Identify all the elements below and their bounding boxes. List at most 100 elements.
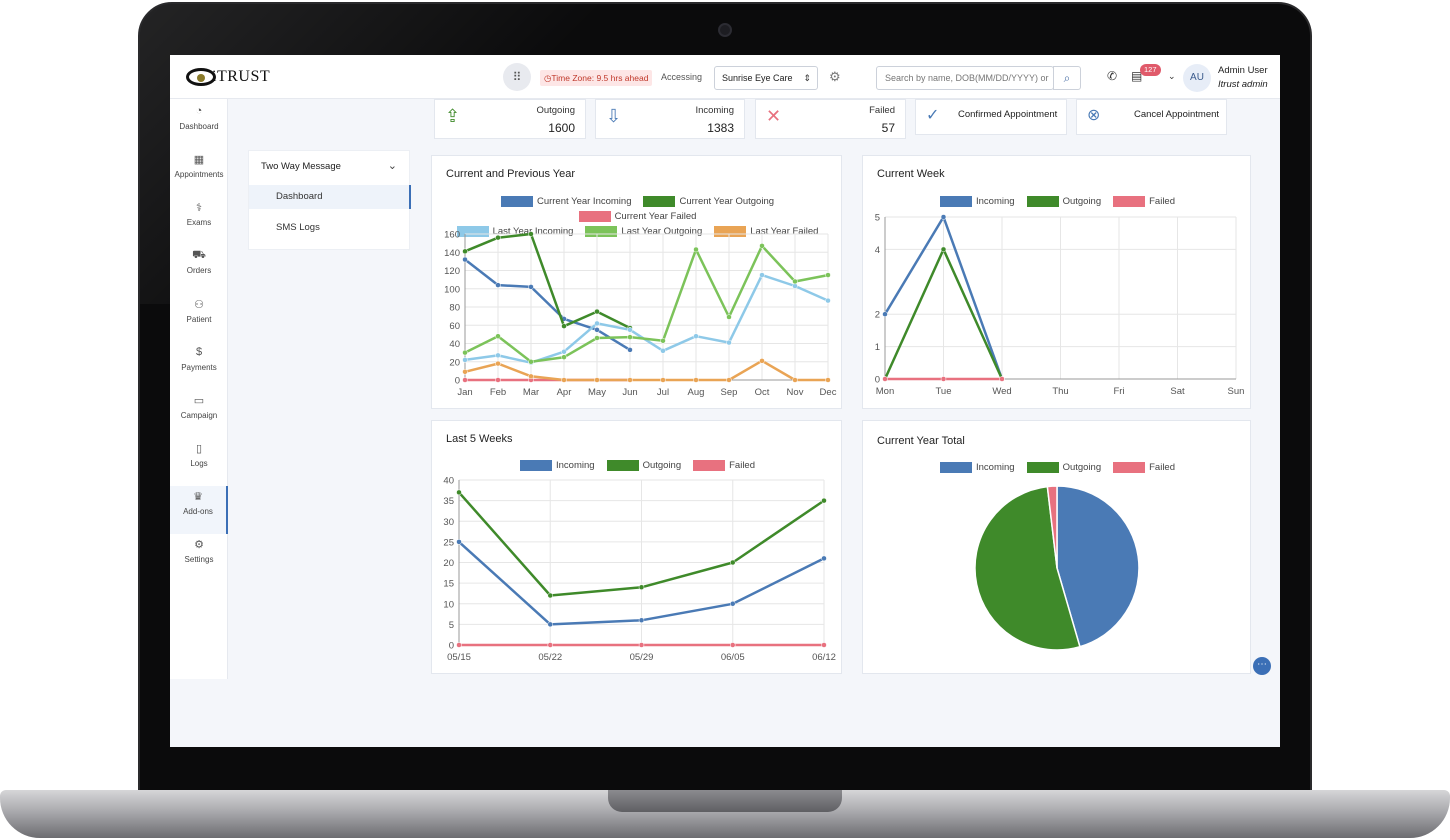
data-point[interactable]: [638, 642, 645, 648]
data-point[interactable]: [726, 377, 732, 383]
data-point[interactable]: [561, 354, 567, 360]
data-point[interactable]: [759, 272, 765, 278]
data-point[interactable]: [693, 377, 699, 383]
sidebar-item-logs[interactable]: ▯ Logs: [170, 438, 228, 486]
legend-item[interactable]: Incoming: [940, 462, 1015, 473]
legend-item[interactable]: Last Year Failed: [714, 226, 818, 237]
data-point[interactable]: [495, 333, 501, 339]
data-point[interactable]: [627, 327, 633, 333]
data-point[interactable]: [547, 642, 553, 648]
data-point[interactable]: [759, 243, 765, 249]
data-point[interactable]: [730, 559, 736, 566]
data-point[interactable]: [495, 234, 501, 241]
data-point[interactable]: [528, 231, 534, 237]
data-point[interactable]: [456, 539, 462, 545]
data-point[interactable]: [730, 601, 736, 607]
pie-slice[interactable]: [1056, 485, 1140, 648]
sidebar-item-settings[interactable]: ⚙ Settings: [170, 534, 228, 582]
data-point[interactable]: [693, 246, 699, 253]
legend-item[interactable]: Incoming: [520, 460, 595, 471]
data-point[interactable]: [726, 314, 732, 320]
chevron-down-icon[interactable]: ⌄: [387, 160, 397, 172]
apps-grid-button[interactable]: ⠿: [503, 63, 531, 91]
data-point[interactable]: [638, 584, 645, 590]
data-point[interactable]: [462, 248, 468, 255]
search-input[interactable]: Search by name, DOB(MM/DD/YYYY) or: [876, 66, 1054, 90]
data-point[interactable]: [627, 377, 633, 383]
legend-item[interactable]: Outgoing: [1026, 462, 1101, 473]
data-point[interactable]: [821, 555, 827, 562]
data-point[interactable]: [594, 320, 600, 327]
location-select[interactable]: Sunrise Eye Care ⇕: [714, 66, 818, 90]
chat-icon[interactable]: ▤: [1131, 69, 1143, 83]
data-point[interactable]: [456, 642, 462, 648]
confirmed-appointment-button[interactable]: ✓ Confirmed Appointment: [915, 99, 1067, 135]
data-point[interactable]: [528, 284, 534, 290]
data-point[interactable]: [792, 278, 798, 285]
legend-item[interactable]: Last Year Incoming: [456, 226, 573, 237]
sidebar-item-add-ons[interactable]: ♛ Add-ons: [170, 486, 228, 534]
data-point[interactable]: [462, 256, 468, 263]
phone-icon[interactable]: ✆: [1107, 69, 1118, 83]
data-point[interactable]: [638, 617, 645, 623]
data-point[interactable]: [693, 333, 699, 339]
pie-slice[interactable]: [1046, 485, 1058, 569]
data-point[interactable]: [999, 376, 1005, 382]
data-point[interactable]: [825, 297, 831, 304]
data-point[interactable]: [660, 348, 666, 354]
data-point[interactable]: [726, 339, 732, 346]
data-point[interactable]: [940, 214, 947, 220]
data-point[interactable]: [940, 246, 947, 253]
avatar[interactable]: AU: [1183, 64, 1211, 92]
sidebar-item-payments[interactable]: $ Payments: [170, 342, 228, 390]
data-point[interactable]: [594, 377, 600, 383]
cancel-appointment-button[interactable]: ⊗ Cancel Appointment: [1076, 99, 1227, 135]
data-point[interactable]: [495, 360, 501, 367]
sidebar-item-dashboard[interactable]: ◔ Dashboard: [170, 101, 228, 149]
data-point[interactable]: [730, 642, 736, 648]
data-point[interactable]: [821, 497, 827, 504]
data-point[interactable]: [882, 376, 888, 382]
search-button[interactable]: ⌕: [1053, 66, 1081, 90]
legend-item[interactable]: Current Year Failed: [578, 211, 696, 222]
sidebar-item-appointments[interactable]: ▦ Appointments: [170, 149, 228, 197]
legend-item[interactable]: Last Year Outgoing: [585, 226, 702, 237]
submenu-item-sms-logs[interactable]: SMS Logs: [276, 222, 320, 233]
data-point[interactable]: [462, 357, 468, 363]
data-point[interactable]: [462, 349, 468, 356]
location-settings-icon[interactable]: ⚙: [829, 69, 841, 84]
data-point[interactable]: [940, 376, 947, 382]
data-point[interactable]: [528, 373, 534, 380]
data-point[interactable]: [627, 347, 633, 353]
chevron-down-icon[interactable]: ⌄: [1168, 71, 1176, 81]
submenu-title[interactable]: Two Way Message: [261, 161, 341, 172]
data-point[interactable]: [594, 335, 600, 341]
data-point[interactable]: [825, 377, 831, 383]
data-point[interactable]: [462, 369, 468, 375]
data-point[interactable]: [792, 283, 798, 289]
data-point[interactable]: [627, 334, 633, 340]
data-point[interactable]: [495, 352, 501, 359]
data-point[interactable]: [594, 327, 600, 333]
legend-item[interactable]: Outgoing: [1026, 196, 1101, 207]
data-point[interactable]: [792, 377, 798, 383]
pie-slice[interactable]: [974, 485, 1081, 651]
data-point[interactable]: [882, 311, 888, 317]
legend-item[interactable]: Current Year Incoming: [500, 196, 631, 207]
data-point[interactable]: [821, 642, 827, 648]
legend-item[interactable]: Failed: [693, 460, 755, 471]
more-options-button[interactable]: ⋯: [1253, 657, 1271, 675]
sidebar-item-exams[interactable]: ⚕ Exams: [170, 197, 228, 245]
data-point[interactable]: [561, 323, 567, 329]
sidebar-item-orders[interactable]: ⛟ Orders: [170, 245, 228, 293]
data-point[interactable]: [528, 359, 534, 365]
data-point[interactable]: [660, 338, 666, 344]
legend-item[interactable]: Failed: [1113, 462, 1175, 473]
data-point[interactable]: [547, 621, 553, 628]
data-point[interactable]: [660, 377, 666, 383]
data-point[interactable]: [561, 348, 567, 355]
legend-item[interactable]: Incoming: [940, 196, 1015, 207]
data-point[interactable]: [759, 358, 765, 364]
data-point[interactable]: [825, 272, 831, 278]
data-point[interactable]: [495, 282, 501, 288]
